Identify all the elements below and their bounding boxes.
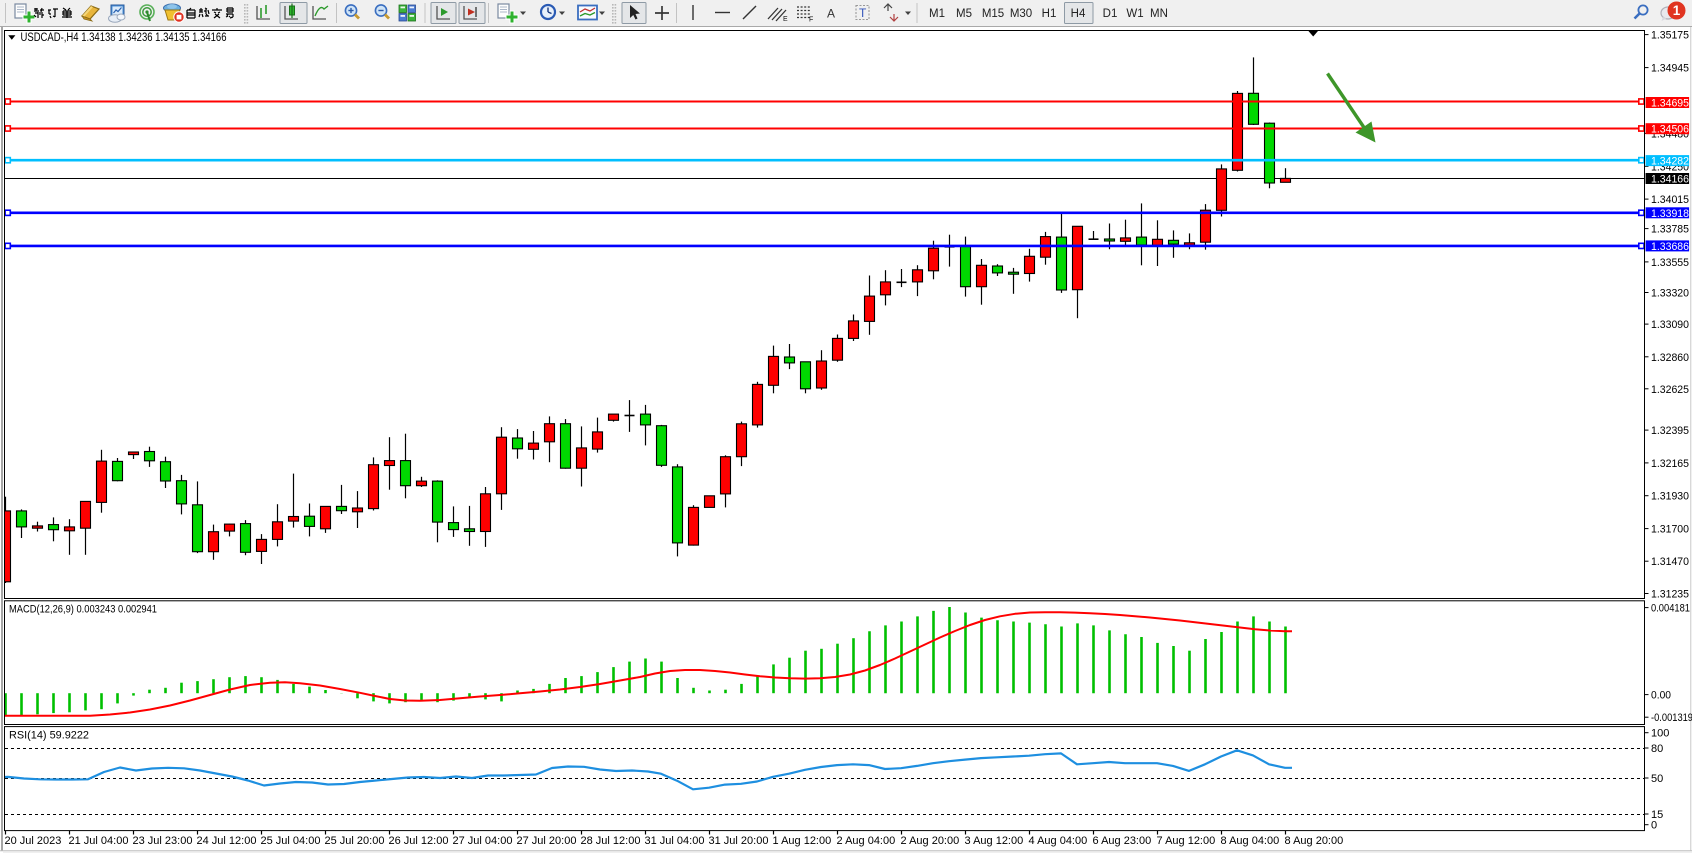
svg-text:2 Aug 04:00: 2 Aug 04:00 [837, 835, 896, 847]
svg-text:25 Jul 20:00: 25 Jul 20:00 [325, 835, 385, 847]
svg-text:80: 80 [1651, 743, 1663, 755]
svg-text:1.33320: 1.33320 [1651, 288, 1689, 300]
svg-text:100: 100 [1651, 728, 1669, 740]
svg-text:26 Jul 12:00: 26 Jul 12:00 [389, 835, 449, 847]
svg-text:1.31470: 1.31470 [1651, 556, 1689, 568]
svg-text:1.34166: 1.34166 [1651, 174, 1689, 186]
svg-text:20 Jul 2023: 20 Jul 2023 [5, 835, 62, 847]
svg-text:M5: M5 [956, 8, 972, 20]
svg-text:1.33090: 1.33090 [1651, 319, 1689, 331]
svg-text:23 Jul 23:00: 23 Jul 23:00 [133, 835, 193, 847]
svg-text:MN: MN [1150, 8, 1168, 20]
svg-text:1.33785: 1.33785 [1651, 224, 1689, 236]
svg-text:H4: H4 [1071, 8, 1086, 20]
svg-text:1.34945: 1.34945 [1651, 63, 1689, 75]
svg-text:24 Jul 12:00: 24 Jul 12:00 [197, 835, 257, 847]
svg-text:1.32625: 1.32625 [1651, 384, 1689, 396]
svg-text:E: E [783, 16, 788, 23]
svg-text:1.31235: 1.31235 [1651, 589, 1689, 601]
svg-text:15: 15 [1651, 809, 1663, 821]
svg-text:1.32395: 1.32395 [1651, 425, 1689, 437]
svg-text:7 Aug 12:00: 7 Aug 12:00 [1157, 835, 1216, 847]
svg-text:3 Aug 12:00: 3 Aug 12:00 [965, 835, 1024, 847]
svg-text:31 Jul 20:00: 31 Jul 20:00 [709, 835, 769, 847]
svg-text:0: 0 [1651, 820, 1657, 832]
svg-text:0.00: 0.00 [1651, 690, 1671, 702]
svg-text:W1: W1 [1126, 8, 1143, 20]
svg-text:RSI(14) 59.9222: RSI(14) 59.9222 [9, 730, 89, 742]
svg-text:1.33918: 1.33918 [1651, 208, 1689, 220]
svg-text:1: 1 [1673, 3, 1681, 18]
svg-text:H1: H1 [1042, 8, 1057, 20]
svg-text:2 Aug 20:00: 2 Aug 20:00 [901, 835, 960, 847]
svg-text:0.004181: 0.004181 [1651, 603, 1690, 615]
svg-text:A: A [827, 7, 835, 21]
svg-text:1.35175: 1.35175 [1651, 30, 1689, 42]
svg-text:M1: M1 [929, 8, 945, 20]
svg-text:F: F [809, 17, 813, 24]
svg-text:M15: M15 [982, 8, 1004, 20]
svg-text:T: T [859, 6, 867, 20]
svg-text:50: 50 [1651, 773, 1663, 785]
svg-text:1.32860: 1.32860 [1651, 352, 1689, 364]
svg-text:1.31930: 1.31930 [1651, 491, 1689, 503]
svg-text:27 Jul 04:00: 27 Jul 04:00 [453, 835, 513, 847]
svg-text:8 Aug 20:00: 8 Aug 20:00 [1285, 835, 1344, 847]
svg-text:1.31700: 1.31700 [1651, 524, 1689, 536]
svg-text:D1: D1 [1103, 8, 1118, 20]
svg-text:1.32165: 1.32165 [1651, 458, 1689, 470]
svg-text:1.33686: 1.33686 [1651, 241, 1689, 253]
svg-text:1.34506: 1.34506 [1651, 124, 1689, 136]
svg-text:-0.001319: -0.001319 [1651, 712, 1692, 724]
svg-text:27 Jul 20:00: 27 Jul 20:00 [517, 835, 577, 847]
svg-text:25 Jul 04:00: 25 Jul 04:00 [261, 835, 321, 847]
svg-text:USDCAD-,H4 1.34138 1.34236 1.: USDCAD-,H4 1.34138 1.34236 1.34135 1.341… [21, 32, 227, 44]
svg-text:1.34282: 1.34282 [1651, 156, 1689, 168]
svg-text:6 Aug 23:00: 6 Aug 23:00 [1093, 835, 1152, 847]
svg-text:1.33555: 1.33555 [1651, 257, 1689, 269]
svg-text:1.34015: 1.34015 [1651, 194, 1689, 206]
svg-text:31 Jul 04:00: 31 Jul 04:00 [645, 835, 705, 847]
svg-text:28 Jul 12:00: 28 Jul 12:00 [581, 835, 641, 847]
svg-text:1.34695: 1.34695 [1651, 98, 1689, 110]
svg-text:MACD(12,26,9) 0.003243 0.00294: MACD(12,26,9) 0.003243 0.002941 [9, 604, 157, 616]
svg-text:M30: M30 [1010, 8, 1032, 20]
svg-text:21 Jul 04:00: 21 Jul 04:00 [69, 835, 129, 847]
svg-text:1 Aug 12:00: 1 Aug 12:00 [773, 835, 832, 847]
svg-text:8 Aug 04:00: 8 Aug 04:00 [1221, 835, 1280, 847]
svg-text:4 Aug 04:00: 4 Aug 04:00 [1029, 835, 1088, 847]
